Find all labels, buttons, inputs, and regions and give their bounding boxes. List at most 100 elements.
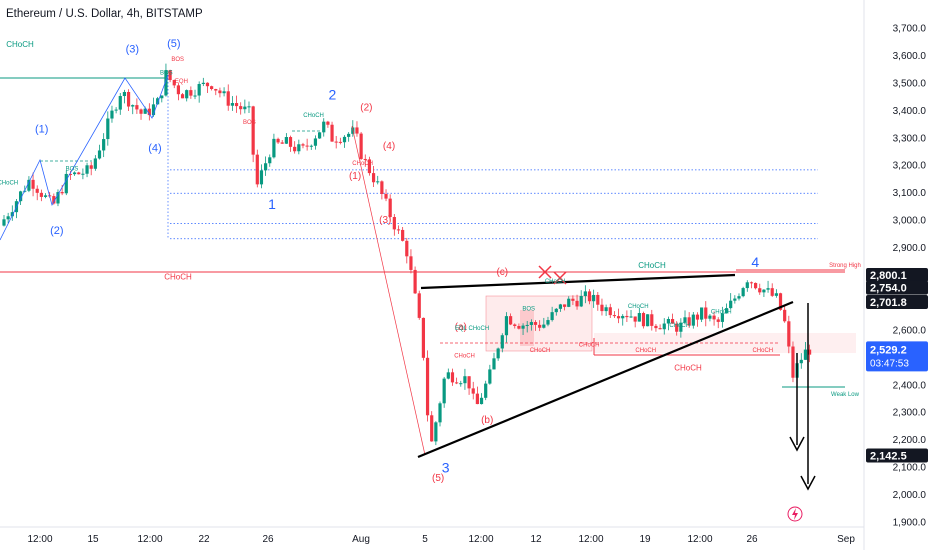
candle-body bbox=[571, 298, 575, 301]
y-tick-label: 3,400.0 bbox=[893, 106, 927, 117]
candle-body bbox=[280, 142, 284, 144]
candle-body bbox=[629, 316, 633, 318]
candle-body bbox=[110, 110, 114, 119]
candle-body bbox=[538, 324, 542, 328]
candle-body bbox=[60, 192, 64, 194]
candle-body bbox=[151, 104, 156, 116]
chart-title: Ethereum / U.S. Dollar, 4h, BITSTAMP bbox=[6, 8, 203, 20]
candle-body bbox=[766, 288, 770, 290]
candle-body bbox=[272, 138, 276, 158]
wave-label-red: (2) bbox=[360, 102, 372, 113]
lightning-icon bbox=[792, 508, 798, 520]
candle-body bbox=[376, 181, 380, 183]
wave-label-blue: (3) bbox=[126, 44, 139, 56]
y-tick-label: 3,000.0 bbox=[893, 216, 927, 227]
candle-body bbox=[471, 388, 475, 394]
lightning-icon bbox=[787, 506, 803, 522]
candle-body bbox=[35, 188, 39, 193]
price-tag-box bbox=[866, 280, 928, 295]
candle-body bbox=[19, 191, 23, 202]
annotation-layer: (1) (2) (3) (4) (5) 1 2 3 4 (2) (4) (1) (3) (5) (a) (b)… bbox=[0, 38, 861, 522]
candle-body bbox=[43, 195, 48, 197]
candle-body bbox=[293, 146, 297, 152]
wave-line bbox=[0, 74, 169, 241]
candle-body bbox=[401, 229, 405, 241]
price-tag-value: 2,800.1 bbox=[870, 270, 907, 282]
wave-label-blue: 1 bbox=[268, 196, 276, 212]
candle-body bbox=[479, 397, 484, 405]
x-tick-label: 15 bbox=[87, 534, 99, 545]
candle-body bbox=[301, 144, 305, 146]
candle-body bbox=[147, 108, 151, 116]
candle-body bbox=[388, 198, 392, 218]
candle-body bbox=[405, 240, 409, 257]
candle-body bbox=[143, 108, 147, 114]
small-structure-label: CHoCH bbox=[579, 342, 600, 348]
candle-body bbox=[56, 192, 60, 204]
candle-body bbox=[749, 282, 754, 284]
wave-label-blue: (2) bbox=[50, 225, 63, 237]
candle-body bbox=[164, 70, 168, 96]
price-tag: 2,754.0 bbox=[866, 280, 928, 295]
x-mark bbox=[538, 265, 552, 279]
candle-body bbox=[118, 96, 122, 110]
small-structure-label: CHoCH bbox=[454, 353, 475, 359]
candle-body bbox=[342, 136, 347, 143]
candle-body bbox=[284, 137, 288, 144]
candle-body bbox=[695, 314, 700, 320]
price-tag-box bbox=[866, 341, 928, 372]
candle-body bbox=[542, 324, 546, 328]
wave-label-red: (4) bbox=[383, 141, 395, 152]
y-tick-label: 2,000.0 bbox=[893, 490, 927, 501]
x-tick-label: 5 bbox=[422, 534, 428, 545]
candle-body bbox=[288, 137, 293, 147]
candle-body bbox=[396, 229, 401, 231]
small-structure-label: Weak Low bbox=[831, 392, 860, 398]
candle-body bbox=[641, 313, 646, 327]
candle-body bbox=[783, 309, 787, 322]
candle-body bbox=[197, 84, 201, 96]
wave-line bbox=[351, 125, 426, 456]
candle-body bbox=[201, 82, 205, 85]
trend-layer bbox=[0, 74, 816, 491]
x-tick-label: 19 bbox=[639, 534, 651, 545]
x-tick-label: Aug bbox=[352, 534, 370, 545]
candle-body bbox=[334, 141, 338, 143]
candle-body bbox=[608, 307, 612, 316]
candle-body bbox=[347, 133, 351, 137]
candle-body bbox=[230, 103, 234, 106]
wave-label-blue: (5) bbox=[167, 38, 180, 50]
x-tick-label: 12:00 bbox=[468, 534, 493, 545]
candle-body bbox=[338, 141, 342, 143]
candle-body bbox=[122, 91, 127, 97]
candle-body bbox=[77, 172, 81, 175]
wave-label-blue: (1) bbox=[35, 123, 48, 135]
candle-body bbox=[612, 315, 617, 317]
candle-body bbox=[459, 383, 463, 385]
y-tick-label: 3,200.0 bbox=[893, 161, 927, 172]
candle-body bbox=[621, 315, 625, 319]
candle-body bbox=[68, 173, 73, 175]
candle-body bbox=[31, 179, 35, 189]
choch-label: CHoCH bbox=[674, 364, 702, 373]
candle-body bbox=[434, 422, 438, 442]
candle-body bbox=[359, 133, 363, 159]
candle-body bbox=[496, 348, 500, 359]
choch-label: CHoCH bbox=[638, 261, 666, 270]
small-structure-label: CHoCH bbox=[669, 323, 690, 329]
candle-body bbox=[97, 150, 102, 159]
candle-body bbox=[93, 158, 97, 169]
candle-body bbox=[247, 106, 251, 108]
candle-body bbox=[467, 376, 471, 389]
candle-body bbox=[650, 314, 654, 326]
candle-body bbox=[430, 415, 434, 442]
small-structure-label: CHoCH bbox=[0, 180, 18, 186]
candle-body bbox=[807, 349, 812, 355]
candle-body bbox=[484, 383, 488, 398]
y-tick-label: 3,300.0 bbox=[893, 133, 927, 144]
small-structure-label: CHoCH bbox=[752, 348, 773, 354]
candle-body bbox=[708, 315, 712, 319]
candle-body bbox=[355, 127, 359, 134]
small-structure-label: Strong High bbox=[829, 263, 861, 269]
